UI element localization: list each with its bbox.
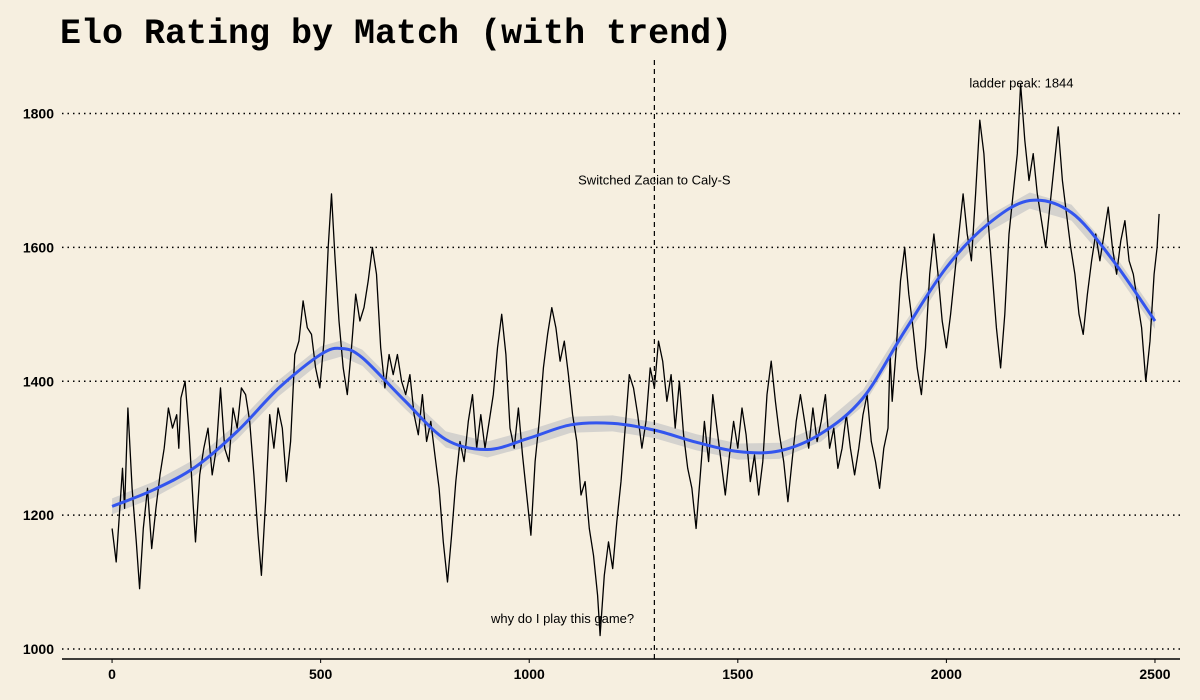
chart-title: Elo Rating by Match (with trend)	[60, 14, 732, 54]
y-axis: 1000 1200 1400 1600 1800	[23, 106, 54, 657]
x-tick-label: 2500	[1139, 666, 1170, 682]
x-tick-label: 1000	[514, 666, 545, 682]
trend-series	[111, 198, 1157, 508]
x-tick-label: 0	[108, 666, 116, 682]
x-axis: 0 500 1000 1500 2000 2500	[62, 658, 1180, 682]
y-tick-label: 1800	[23, 106, 54, 122]
annotations: Switched Zacian to Caly-S ladder peak: 18…	[490, 75, 1073, 625]
elo-line	[111, 83, 1160, 637]
annotation-label: ladder peak: 1844	[969, 75, 1073, 90]
y-tick-label: 1000	[23, 641, 54, 657]
elo-series	[111, 83, 1160, 637]
annotation-label: Switched Zacian to Caly-S	[578, 172, 731, 187]
x-tick-label: 1500	[722, 666, 753, 682]
y-tick-label: 1200	[23, 507, 54, 523]
x-tick-label: 2000	[931, 666, 962, 682]
annotation-label: why do I play this game?	[490, 611, 634, 626]
trend-line	[111, 198, 1157, 508]
x-tick-label: 500	[309, 666, 333, 682]
y-tick-label: 1600	[23, 239, 54, 255]
y-tick-label: 1400	[23, 373, 54, 389]
